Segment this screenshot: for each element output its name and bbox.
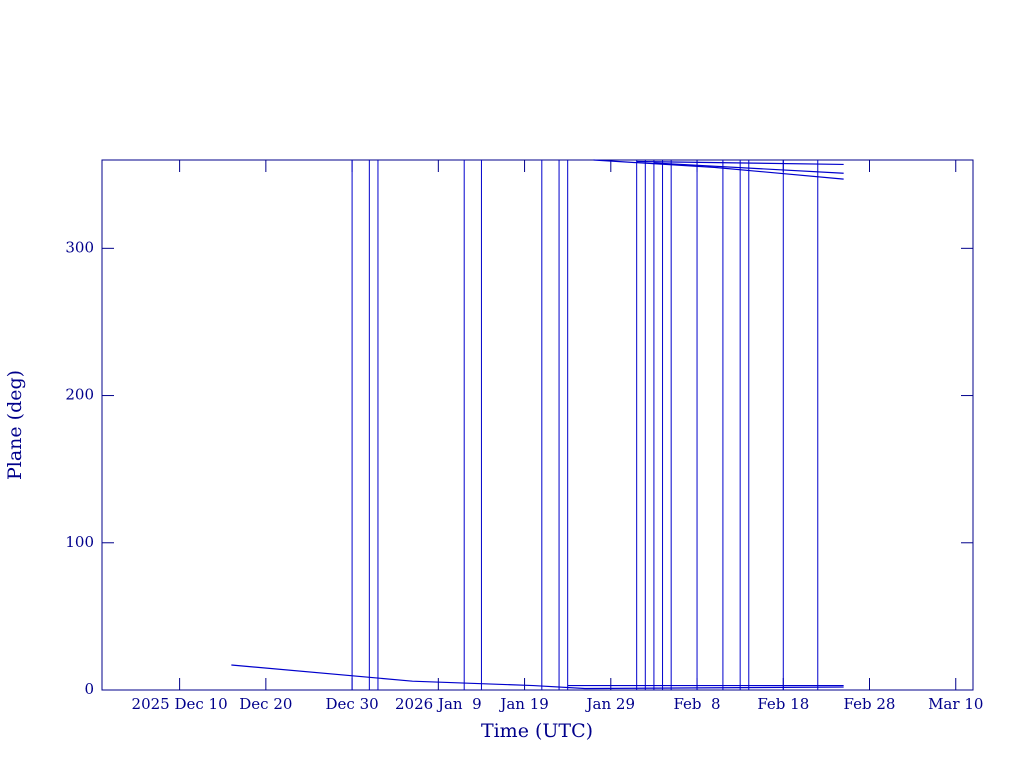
x-tick-label: Jan 29 — [585, 695, 635, 713]
x-tick-label: Mar 10 — [928, 695, 983, 713]
y-tick-label: 0 — [84, 680, 94, 698]
x-tick-label: Feb 8 — [673, 695, 720, 713]
x-tick-label: 2026 Jan 9 — [395, 695, 482, 713]
x-tick-label: Jan 19 — [498, 695, 548, 713]
x-tick-label: Feb 18 — [757, 695, 809, 713]
x-axis-label: Time (UTC) — [481, 720, 593, 742]
x-tick-label: Dec 30 — [326, 695, 379, 713]
data-line — [593, 159, 844, 180]
x-tick-label: 2025 Dec 10 — [132, 695, 228, 713]
x-tick-label: Feb 28 — [844, 695, 896, 713]
x-tick-label: Dec 20 — [239, 695, 292, 713]
plot-frame — [101, 159, 974, 691]
y-tick-label: 100 — [65, 533, 94, 551]
y-tick-label: 200 — [65, 386, 94, 404]
y-tick-label: 300 — [65, 238, 94, 256]
y-axis-label: Plane (deg) — [4, 370, 26, 480]
